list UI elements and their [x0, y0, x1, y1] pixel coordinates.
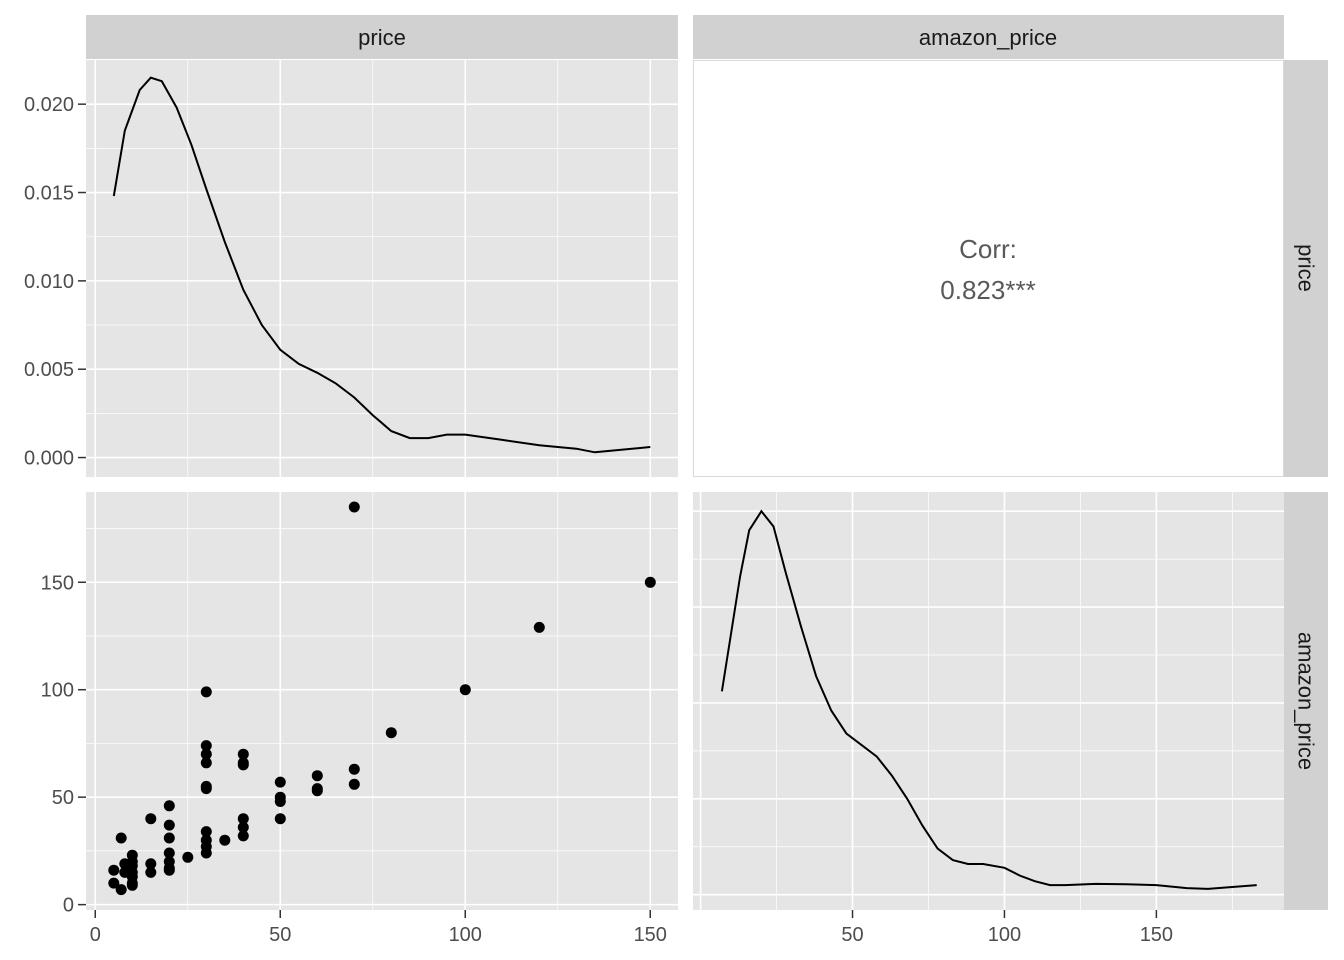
scatter-point: [163, 819, 175, 831]
scatter-point: [219, 834, 231, 846]
y-tick-label-density: 0.010: [24, 271, 74, 293]
scatter-point: [126, 877, 138, 889]
y-tick-label-density: 0.000: [24, 448, 74, 470]
scatter-point: [348, 501, 360, 513]
scatter-point: [274, 796, 286, 807]
scatter-point: [200, 740, 212, 752]
price-density-background: [86, 60, 678, 477]
scatter-point: [237, 748, 249, 760]
scatter-point: [200, 847, 212, 859]
x-tick-label-amazon-price: 50: [841, 924, 863, 946]
y-tick-label-density: 0.005: [24, 359, 74, 381]
scatter-point: [145, 813, 157, 825]
x-tick-label-price: 0: [90, 924, 101, 946]
scatter-point: [145, 858, 157, 870]
scatter-point: [182, 851, 194, 863]
scatter-point: [200, 826, 212, 838]
scatter-point: [237, 821, 249, 833]
scatter-point: [311, 785, 323, 797]
amazon-density-background: [693, 492, 1284, 910]
y-tick-label-amazon-price: 0: [63, 895, 74, 917]
scatter-point: [274, 776, 286, 788]
strip-top-amazon-price-label: amazon_price: [919, 25, 1057, 50]
scatter-point: [348, 763, 360, 775]
scatter-point: [459, 684, 471, 696]
x-tick-label-price: 100: [449, 924, 482, 946]
y-tick-label-density: 0.015: [24, 183, 74, 205]
strip-right-price-label: price: [1294, 244, 1319, 292]
strip-top-price: [86, 15, 678, 59]
amazon-density-line: [720, 509, 1257, 890]
strip-top-price-label: price: [358, 25, 406, 50]
scatter-point: [163, 847, 175, 859]
x-tick-label-price: 50: [269, 924, 291, 946]
scatter-point: [200, 748, 212, 760]
scatter-point: [311, 770, 323, 782]
scatter-point: [237, 830, 249, 842]
scatter-point: [200, 783, 212, 795]
y-tick-label-amazon-price: 50: [52, 787, 74, 809]
axes-layer: 0.000 0.005 0.010 0.015 0.020 0 50 100 150 0 50 100…: [24, 94, 1173, 946]
x-tick-label-amazon-price: 150: [1140, 924, 1173, 946]
correlation-value: 0.823***: [940, 275, 1035, 305]
scatter-panel: [86, 492, 678, 910]
scatter-point: [200, 686, 212, 698]
scatter-point: [200, 757, 212, 769]
scatter-point: [644, 576, 656, 588]
y-tick-label-amazon-price: 100: [41, 680, 74, 702]
scatter-point: [145, 866, 157, 878]
scatter-point: [385, 727, 397, 739]
scatter-point: [163, 864, 175, 876]
scatter-point: [108, 864, 120, 876]
correlation-panel-frame: [693, 60, 1284, 477]
strip-right-price: [1284, 60, 1328, 477]
scatter-point: [274, 813, 286, 825]
scatter-point: [533, 621, 545, 633]
strip-right-amazon-price: [1284, 492, 1328, 910]
x-tick-label-price: 150: [634, 924, 667, 946]
scatter-point: [163, 800, 175, 812]
scatter-point: [237, 759, 249, 771]
y-tick-label-amazon-price: 150: [41, 572, 74, 594]
correlation-panel: Corr: 0.823***: [693, 60, 1284, 477]
strips-layer: price amazon_price price amazon_price: [86, 15, 1328, 910]
price-density-panel: [86, 60, 678, 477]
amazon-density-panel: [693, 492, 1284, 910]
strip-top-amazon-price: [693, 15, 1284, 59]
x-tick-label-amazon-price: 100: [988, 924, 1021, 946]
panels-layer: 0.000 0.005 0.010 0.015 0.020 0 50 100 150 0 50 100…: [24, 60, 1284, 946]
strip-right-amazon-price-label: amazon_price: [1294, 632, 1319, 770]
scatter-point: [163, 832, 175, 844]
scatter-point: [108, 877, 120, 889]
correlation-label: Corr:: [959, 234, 1017, 264]
scatter-point: [237, 813, 249, 825]
scatter-point: [115, 884, 127, 896]
y-tick-label-density: 0.020: [24, 94, 74, 116]
price-density-line: [112, 76, 651, 454]
scatter-point: [115, 832, 127, 844]
scatter-point: [348, 778, 360, 790]
scatter-background: [86, 492, 678, 910]
